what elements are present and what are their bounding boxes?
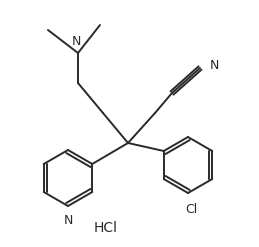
Text: HCl: HCl — [94, 221, 118, 235]
Text: N: N — [71, 35, 81, 48]
Text: N: N — [63, 214, 73, 227]
Text: N: N — [210, 59, 219, 71]
Text: Cl: Cl — [185, 203, 197, 216]
